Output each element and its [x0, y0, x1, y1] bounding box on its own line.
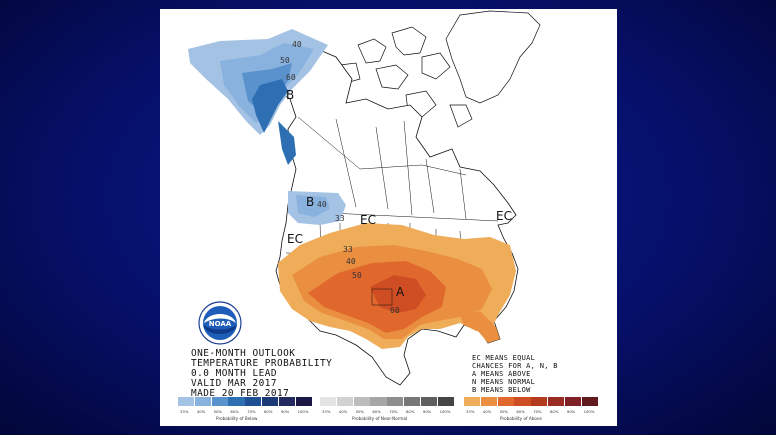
gulf-coast-above	[460, 311, 500, 343]
scale-above-tick: 80%	[550, 409, 559, 414]
contour-label-ak-60: 60	[286, 73, 296, 82]
label-ec-east: EC	[496, 209, 512, 223]
scale-above-caption: Probability of Above	[500, 416, 542, 421]
scale-below-swatch	[178, 397, 195, 406]
legend-line-4: N MEANS NORMAL	[472, 378, 536, 386]
contour-label-s-50: 50	[352, 271, 362, 280]
scale-above-swatch	[514, 397, 531, 406]
scale-above-swatch	[480, 397, 497, 406]
alaska-below-60	[252, 79, 288, 133]
scale-above-tick: 100%	[583, 409, 595, 414]
scale-normal-tick: 90%	[422, 409, 432, 414]
scale-below-swatch	[228, 397, 245, 406]
scale-normal-tick: 33%	[322, 409, 331, 414]
scale-normal-tick: 60%	[372, 409, 381, 414]
scale-above-swatch	[497, 397, 514, 406]
scale-normal-tick: 100%	[439, 409, 451, 414]
legend-line-5: B MEANS BELOW	[472, 386, 531, 394]
scale-below-swatch	[295, 397, 312, 406]
scale-below-tick: 80%	[264, 409, 273, 414]
scale-normal-tick: 40%	[338, 409, 348, 414]
scale-below-swatch	[262, 397, 279, 406]
label-ec-central: EC	[360, 213, 376, 227]
contour-label-s-60: 60	[390, 306, 400, 315]
scale-normal-tick: 50%	[355, 409, 365, 414]
contour-label-ak-50: 50	[280, 56, 290, 65]
northwest-below-40	[296, 195, 330, 217]
scale-normal-swatch	[320, 397, 337, 406]
scale-normal-swatch	[387, 397, 404, 406]
contour-label-nw-33: 33	[335, 214, 345, 223]
scale-normal-swatch	[336, 397, 353, 406]
bc-coast-below	[278, 121, 296, 165]
scale-above-swatch	[531, 397, 548, 406]
northwest-below-region	[288, 191, 346, 225]
scale-above-swatch	[548, 397, 565, 406]
contour-label-nw-40: 40	[317, 200, 327, 209]
noaa-logo-text: NOAA	[209, 320, 232, 328]
label-b-alaska: B	[286, 88, 294, 102]
scale-normal-tick: 80%	[406, 409, 415, 414]
scale-below-tick: 40%	[196, 409, 206, 414]
scale-below-swatch	[194, 397, 211, 406]
scale-above-swatch	[564, 397, 581, 406]
arctic-coastlines	[339, 10, 541, 128]
scale-above-swatch	[581, 397, 598, 406]
noaa-logo: NOAA	[198, 301, 242, 345]
legend-line-3: A MEANS ABOVE	[472, 370, 531, 378]
scale-normal-swatch	[370, 397, 387, 406]
scale-above-tick: 50%	[499, 409, 509, 414]
scale-below-tick: 60%	[230, 409, 239, 414]
scale-below-swatch	[245, 397, 262, 406]
scale-above-swatch	[464, 397, 481, 406]
legend-line-2: CHANCES FOR A, N, B	[472, 362, 558, 370]
scale-normal-tick: 70%	[389, 409, 398, 414]
title-line-4: VALID MAR 2017	[191, 378, 278, 389]
scale-above-tick: 33%	[466, 409, 475, 414]
scale-normal-swatch	[353, 397, 370, 406]
scale-below-tick: 100%	[297, 409, 309, 414]
legend-line-1: EC MEANS EQUAL	[472, 354, 536, 362]
label-b-northwest: B	[306, 195, 314, 209]
label-ec-west: EC	[287, 232, 303, 246]
alaska-below-region	[188, 29, 328, 165]
title-line-3: 0.0 MONTH LEAD	[191, 368, 278, 379]
scale-normal-caption: Probability of Near-Normal	[352, 416, 408, 421]
contour-label-s-40: 40	[346, 257, 356, 266]
title-line-2: TEMPERATURE PROBABILITY	[191, 358, 333, 369]
scale-below-tick: 33%	[180, 409, 189, 414]
scale-below-swatch	[211, 397, 228, 406]
above-center-outline	[371, 288, 393, 306]
scale-normal-swatch	[437, 397, 454, 406]
scale-below-caption: Probability of Below	[216, 416, 258, 421]
south-above-60	[370, 275, 426, 313]
scale-above-tick: 70%	[533, 409, 542, 414]
scale-below-tick: 50%	[213, 409, 223, 414]
scale-above-tick: 40%	[482, 409, 492, 414]
contour-label-ak-40: 40	[292, 40, 302, 49]
outlook-map-panel: B B A EC EC EC 40 50 60 40 33 33 40 50 6…	[160, 9, 617, 426]
contour-label-s-33: 33	[343, 245, 353, 254]
scale-below-tick: 70%	[247, 409, 256, 414]
scale-normal-swatch	[404, 397, 421, 406]
scale-below-swatch	[278, 397, 295, 406]
scale-above-tick: 90%	[566, 409, 576, 414]
scale-below-tick: 90%	[280, 409, 290, 414]
scale-above-tick: 60%	[516, 409, 525, 414]
title-line-1: ONE-MONTH OUTLOOK	[191, 348, 296, 359]
label-a-south: A	[396, 285, 405, 299]
temperature-outlook-map: B B A EC EC EC 40 50 60 40 33 33 40 50 6…	[188, 10, 541, 386]
title-line-5: MADE 20 FEB 2017	[191, 388, 290, 399]
scale-normal-swatch	[420, 397, 437, 406]
